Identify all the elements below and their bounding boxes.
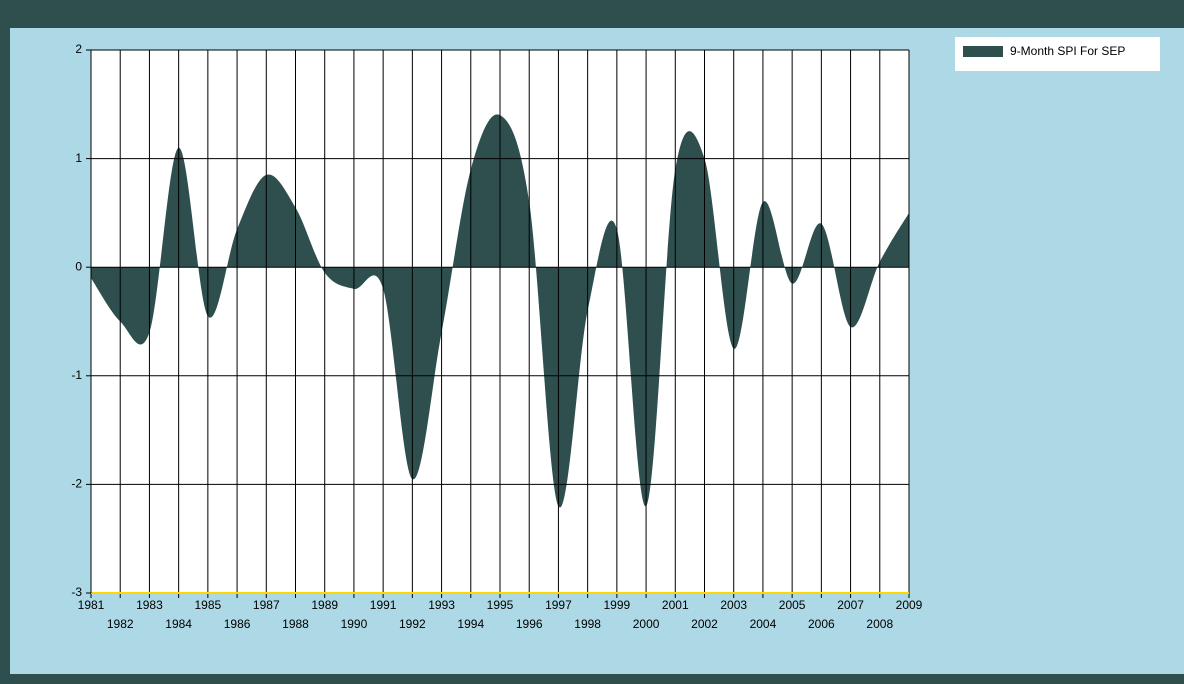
legend-label: 9-Month SPI For SEP [1010,44,1125,58]
x-tick-label: 1985 [195,598,222,612]
x-tick-label: 2003 [720,598,747,612]
x-tick-label: 1987 [253,598,280,612]
x-tick-label: 1991 [370,598,397,612]
y-tick-label: -2 [71,477,82,491]
x-tick-label: 2002 [691,617,718,631]
x-tick-label: 1982 [107,617,134,631]
y-tick-label: -3 [71,585,82,599]
x-tick-label: 1995 [487,598,514,612]
x-tick-label: 1996 [516,617,543,631]
x-tick-label: 1992 [399,617,426,631]
x-tick-label: 1994 [457,617,484,631]
x-tick-label: 2009 [896,598,923,612]
x-tick-label: 1997 [545,598,572,612]
x-tick-label: 1988 [282,617,309,631]
y-tick-label: 1 [75,151,82,165]
x-tick-label: 1984 [165,617,192,631]
y-tick-label: 0 [75,259,82,273]
x-tick-label: 1989 [311,598,338,612]
x-tick-label: 1990 [341,617,368,631]
x-tick-label: 1993 [428,598,455,612]
x-tick-label: 1986 [224,617,251,631]
x-tick-label: 2004 [750,617,777,631]
x-tick-label: 2005 [779,598,806,612]
y-tick-label: 2 [75,42,82,56]
x-tick-label: 2001 [662,598,689,612]
x-tick-label: 2006 [808,617,835,631]
x-tick-label: 1998 [574,617,601,631]
x-tick-label: 1981 [78,598,105,612]
x-tick-label: 1983 [136,598,163,612]
x-tick-label: 2008 [866,617,893,631]
x-tick-label: 2007 [837,598,864,612]
x-tick-label: 1999 [604,598,631,612]
x-tick-label: 2000 [633,617,660,631]
legend-swatch [963,46,1003,57]
y-tick-label: -1 [71,368,82,382]
